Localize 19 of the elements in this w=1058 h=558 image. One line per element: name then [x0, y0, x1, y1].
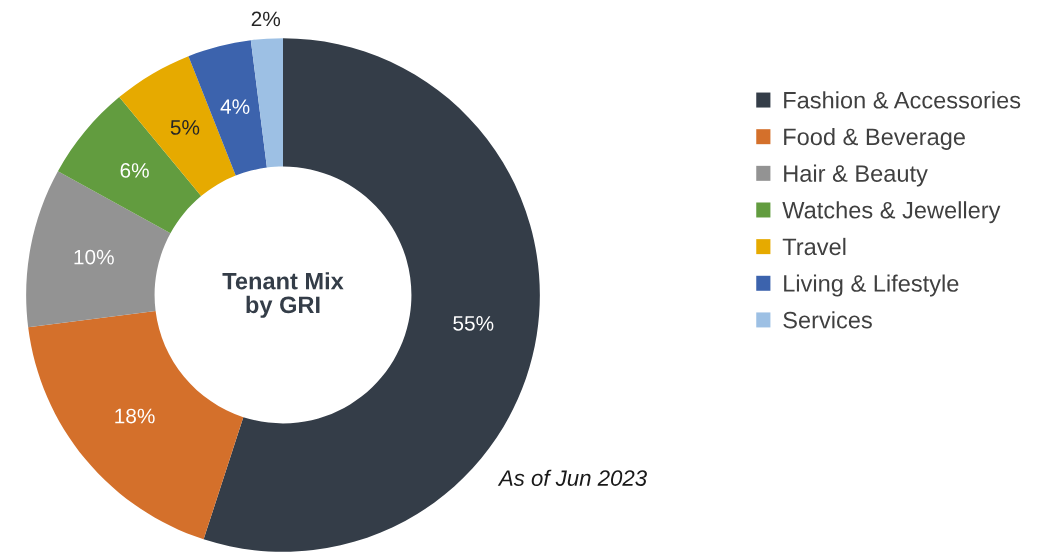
data-label: 10%: [74, 249, 114, 265]
data-label: 4%: [220, 99, 250, 114]
legend-label: Living & Lifestyle: [784, 274, 959, 297]
legend-label: Watches & Jewellery: [782, 201, 1001, 224]
text: As of Jun 2023: [497, 469, 647, 486]
legend-label: Fashion & Accessories: [784, 91, 1021, 109]
donut-slice: [250, 38, 283, 168]
data-label: 5%: [170, 120, 200, 135]
data-label: 55%: [453, 316, 494, 331]
legend-label: Travel: [782, 237, 846, 256]
donut-slice: [57, 97, 202, 234]
legend-label: Food & Beverage: [784, 127, 965, 150]
legend-label: Services: [783, 311, 872, 329]
data-label: 2%: [251, 11, 281, 27]
data-label: 18%: [115, 408, 155, 424]
donut-slice: [28, 311, 244, 540]
legend-label: Hair & Beauty: [784, 164, 928, 187]
text: Tenant Mix by GRI: [222, 272, 344, 318]
data-label: 6%: [120, 163, 149, 178]
